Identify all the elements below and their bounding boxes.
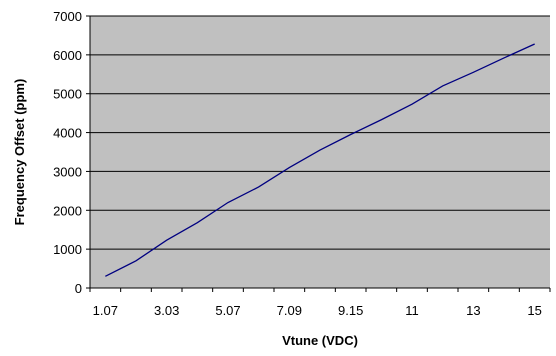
series-line [105, 43, 535, 277]
x-axis-title: Vtune (VDC) [282, 333, 358, 348]
plot-area [90, 16, 550, 288]
y-tick-label: 3000 [53, 164, 82, 179]
x-tick-label: 13 [466, 303, 480, 318]
x-tick-label: 15 [527, 303, 541, 318]
x-tick-label: 11 [405, 303, 419, 318]
x-tick-label: 1.07 [93, 303, 118, 318]
x-tick-label: 9.15 [338, 303, 363, 318]
y-axis-title: Frequency Offset (ppm) [12, 79, 27, 226]
gridlines [90, 15, 550, 250]
axes [86, 15, 551, 292]
y-tick-label: 1000 [53, 242, 82, 257]
x-tick-label: 7.09 [277, 303, 302, 318]
y-tick-label: 7000 [53, 9, 82, 24]
x-tick-label: 5.07 [215, 303, 240, 318]
y-tick-label: 0 [75, 281, 82, 296]
y-tick-label: 2000 [53, 203, 82, 218]
x-tick-label: 3.03 [154, 303, 179, 318]
y-tick-label: 5000 [53, 87, 82, 102]
y-tick-labels: 0 1000 2000 3000 4000 5000 6000 7000 [53, 9, 82, 296]
y-tick-label: 6000 [53, 48, 82, 63]
y-tick-label: 4000 [53, 126, 82, 141]
x-tick-labels: 1.07 3.03 5.07 7.09 9.15 11 13 15 [93, 303, 542, 318]
